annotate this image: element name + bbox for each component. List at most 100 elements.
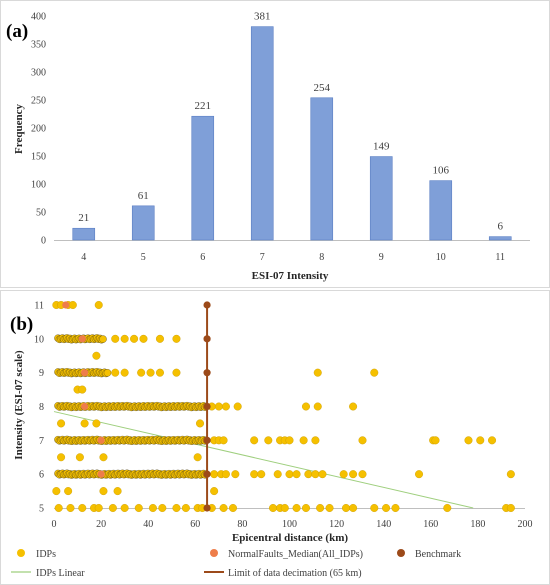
panel-b-x-tick-label: 40: [143, 519, 153, 530]
legend-label-idps-linear: IDPs Linear: [36, 568, 85, 579]
bar-intensity-8: [310, 97, 334, 241]
median-point: [97, 470, 105, 478]
panel-b-y-tick-label: 11: [34, 301, 44, 312]
panel-b-x-tick-label: 60: [190, 519, 200, 530]
panel-a-y-tick-label: 0: [41, 236, 46, 247]
panel-a-x-tick-label: 4: [81, 252, 86, 263]
idp-point: [99, 453, 108, 462]
idp-point: [299, 436, 308, 445]
idp-point: [506, 504, 515, 513]
idp-point: [92, 419, 101, 428]
idp-point: [80, 419, 89, 428]
panel-a-y-tick-label: 100: [31, 180, 46, 191]
panel-a-bars: [72, 26, 512, 241]
bar-intensity-9: [369, 156, 393, 241]
panel-a-x-axis-title: ESI-07 Intensity: [252, 270, 329, 282]
panel-a-x-tick-label: 7: [260, 252, 265, 263]
idp-point: [301, 504, 310, 513]
idp-point: [120, 368, 129, 377]
idp-point: [285, 470, 294, 479]
bar-intensity-7: [250, 26, 274, 241]
idp-point: [111, 334, 120, 343]
bar-data-label: 149: [373, 141, 390, 153]
idp-point: [316, 504, 325, 513]
bar-data-label: 6: [498, 221, 504, 233]
idp-point: [219, 504, 228, 513]
bar-data-label: 61: [138, 190, 149, 202]
idp-point: [172, 504, 181, 513]
idp-point: [231, 470, 240, 479]
idp-point: [155, 334, 164, 343]
idp-point: [130, 334, 139, 343]
dense-band-intensity-8: [54, 401, 211, 412]
legend-item-decimation-limit: Limit of data decimation (65 km): [204, 568, 362, 579]
panel-b-y-tick-label: 10: [34, 334, 44, 345]
idp-point: [443, 504, 452, 513]
panel-b-y-tick-label: 9: [39, 368, 44, 379]
panel-b-y-ticks: 5 6 7 8 9 10 11: [34, 301, 44, 515]
idp-point: [57, 419, 66, 428]
legend-marker-median: [210, 549, 218, 557]
panel-b-trend-line: [53, 411, 474, 509]
panel-b-x-tick-label: 80: [237, 519, 247, 530]
idp-point: [342, 504, 351, 513]
idp-point: [193, 453, 202, 462]
idp-point: [250, 470, 259, 479]
idp-point: [94, 301, 103, 310]
panel-a-y-axis-title: Frequency: [13, 104, 25, 154]
legend-label-median: NormalFaults_Median(All_IDPs): [228, 549, 363, 560]
idp-point: [210, 470, 219, 479]
idp-point: [113, 487, 122, 496]
idp-point: [78, 385, 87, 394]
idp-point: [137, 368, 146, 377]
panel-a-y-tick-label: 200: [31, 124, 46, 135]
panel-a-x-tick-label: 11: [495, 252, 505, 263]
idp-point: [66, 504, 75, 513]
legend-label-decimation-limit: Limit of data decimation (65 km): [228, 568, 362, 579]
panel-a-y-tick-label: 300: [31, 68, 46, 79]
idp-point: [488, 436, 497, 445]
idp-point: [54, 504, 63, 513]
panel-b-label: (b): [10, 314, 33, 335]
panel-a-x-ticks: 4 5 6 7 8 9 10 11: [81, 252, 505, 263]
panel-a-x-tick-label: 6: [200, 252, 205, 263]
idp-point: [339, 470, 348, 479]
idp-point: [318, 470, 327, 479]
panel-a-label: (a): [6, 21, 28, 42]
panel-b-x-axis-title: Epicentral distance (km): [232, 532, 348, 544]
legend-item-idps-linear: IDPs Linear: [11, 568, 85, 579]
idp-point: [273, 470, 282, 479]
legend-label-idps: IDPs: [36, 549, 56, 560]
idp-point: [111, 368, 120, 377]
panel-b-x-tick-label: 180: [470, 519, 485, 530]
bar-data-label: 21: [78, 212, 89, 224]
panel-b-x-tick-label: 0: [52, 519, 57, 530]
benchmark-point: [203, 402, 211, 411]
idp-point: [78, 504, 87, 513]
panel-b-y-tick-label: 6: [39, 470, 44, 481]
idp-band-point: [103, 368, 112, 377]
idp-point: [99, 487, 108, 496]
idp-point: [358, 436, 367, 445]
panel-a-x-tick-label: 10: [436, 252, 446, 263]
idp-point: [370, 368, 379, 377]
idp-point: [304, 470, 313, 479]
median-point: [81, 369, 89, 377]
panel-b-x-tick-label: 200: [518, 519, 533, 530]
panel-b-y-axis-title: Intensity (ESI-07 scale): [13, 350, 25, 460]
idp-point: [172, 368, 181, 377]
panel-b-median-points: [62, 301, 105, 478]
bar-data-label: 106: [433, 165, 450, 177]
bar-data-label: 221: [195, 100, 212, 112]
bar-data-label: 254: [314, 82, 331, 94]
panel-b-benchmark-points: [203, 301, 211, 512]
idp-point: [269, 504, 278, 513]
legend-item-median: NormalFaults_Median(All_IDPs): [210, 549, 363, 560]
idp-point: [431, 436, 440, 445]
idp-point: [75, 453, 84, 462]
benchmark-point: [203, 470, 211, 478]
idp-point: [134, 504, 143, 513]
idp-point: [120, 334, 129, 343]
legend-item-benchmark: Benchmark: [397, 549, 461, 560]
